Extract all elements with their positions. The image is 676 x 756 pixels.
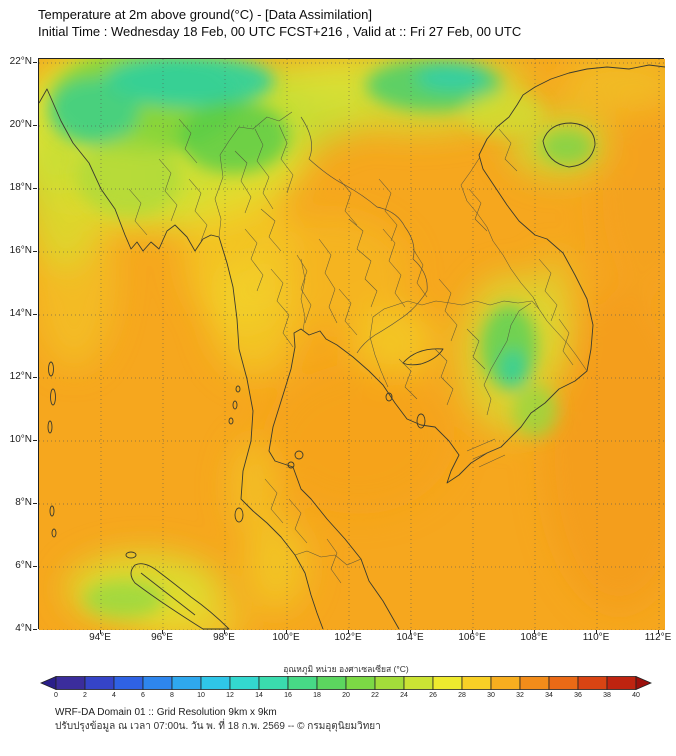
lon-label: 102°E <box>334 632 362 643</box>
colorbar-tick: 32 <box>516 692 524 699</box>
axis-tick <box>224 630 225 634</box>
lat-label: 10°N <box>9 434 32 445</box>
colorbar-tick: 2 <box>83 692 87 699</box>
colorbar-tick: 0 <box>54 692 58 699</box>
colorbar-tick: 38 <box>603 692 611 699</box>
axis-tick <box>534 630 535 634</box>
lon-label: 100°E <box>272 632 300 643</box>
axis-tick <box>658 630 659 634</box>
colorbar-tick: 34 <box>545 692 553 699</box>
colorbar-tick: 30 <box>487 692 495 699</box>
map-subtitle: Initial Time : Wednesday 18 Feb, 00 UTC … <box>38 24 522 39</box>
lat-label: 18°N <box>9 182 32 193</box>
colorbar-tick: 20 <box>342 692 350 699</box>
map-header: Temperature at 2m above ground(°C) - [Da… <box>38 6 521 40</box>
colorbar-tick: 10 <box>197 692 205 699</box>
colorbar-tick: 28 <box>458 692 466 699</box>
colorbar-tick: 12 <box>226 692 234 699</box>
lon-label: 104°E <box>396 632 424 643</box>
axis-tick <box>100 630 101 634</box>
sumatra-island <box>130 563 230 630</box>
temperature-field-svg <box>39 59 665 630</box>
lat-label: 16°N <box>9 245 32 256</box>
lat-label: 4°N <box>15 623 32 634</box>
colorbar-tick: 18 <box>313 692 321 699</box>
lon-label: 110°E <box>582 632 610 643</box>
axis-tick <box>33 125 37 126</box>
lon-label: 108°E <box>520 632 548 643</box>
axis-tick <box>33 314 37 315</box>
map-title: Temperature at 2m above ground(°C) - [Da… <box>38 7 372 22</box>
colorbar <box>40 676 652 690</box>
axis-tick <box>410 630 411 634</box>
tonle-sap-lake <box>402 348 444 366</box>
colorbar-tick: 40 <box>632 692 640 699</box>
colorbar-tick: 16 <box>284 692 292 699</box>
lat-label: 22°N <box>9 56 32 67</box>
footer-domain-info: WRF-DA Domain 01 :: Grid Resolution 9km … <box>55 707 277 718</box>
colorbar-tick: 14 <box>255 692 263 699</box>
colorbar-tick: 4 <box>112 692 116 699</box>
lon-label: 106°E <box>458 632 486 643</box>
admin-boundaries <box>128 111 588 584</box>
lat-label: 6°N <box>15 560 32 571</box>
axis-tick <box>33 188 37 189</box>
footer-update-info: ปรับปรุงข้อมูล ณ เวลา 07:00น. วัน พ. ที่… <box>55 721 381 732</box>
axis-tick <box>33 62 37 63</box>
axis-tick <box>33 503 37 504</box>
axis-tick <box>33 629 37 630</box>
colorbar-tick: 24 <box>400 692 408 699</box>
lat-label: 14°N <box>9 308 32 319</box>
colorbar-tick: 8 <box>170 692 174 699</box>
axis-tick <box>472 630 473 634</box>
hainan-island <box>542 122 596 168</box>
map-footer: WRF-DA Domain 01 :: Grid Resolution 9km … <box>55 706 381 734</box>
axis-tick <box>348 630 349 634</box>
lon-label: 98°E <box>213 632 235 643</box>
axis-tick <box>33 251 37 252</box>
colorbar-tick: 26 <box>429 692 437 699</box>
lat-label: 20°N <box>9 119 32 130</box>
lon-label: 112°E <box>644 632 672 643</box>
lat-label: 12°N <box>9 371 32 382</box>
lon-label: 96°E <box>151 632 173 643</box>
colorbar-title: อุณหภูมิ หน่วย องศาเซลเซียส (°C) <box>283 664 409 674</box>
axis-tick <box>286 630 287 634</box>
axis-tick <box>596 630 597 634</box>
coastlines <box>39 64 665 630</box>
axis-tick <box>162 630 163 634</box>
lon-label: 94°E <box>89 632 111 643</box>
temperature-cool-cores <box>49 59 593 617</box>
axis-tick <box>33 377 37 378</box>
colorbar-tick: 36 <box>574 692 582 699</box>
phuket-island <box>234 507 244 523</box>
axis-tick <box>33 440 37 441</box>
colorbar-tick: 22 <box>371 692 379 699</box>
axis-tick <box>33 566 37 567</box>
lat-label: 8°N <box>15 497 32 508</box>
temperature-map <box>38 58 665 630</box>
colorbar-tick: 6 <box>141 692 145 699</box>
